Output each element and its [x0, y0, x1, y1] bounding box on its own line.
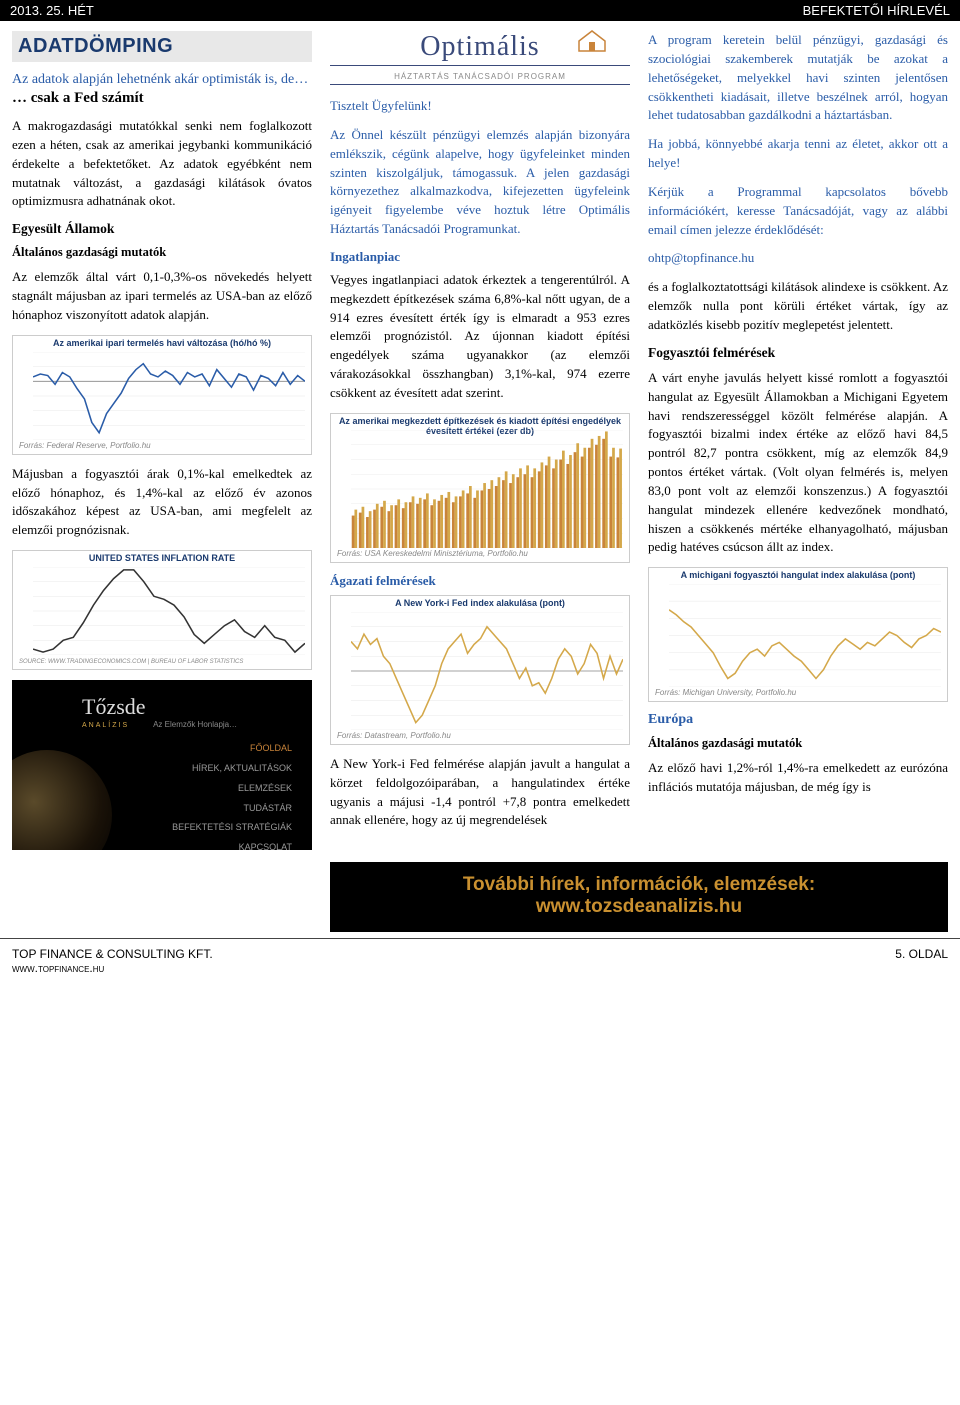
chart-title: UNITED STATES INFLATION RATE [13, 551, 311, 565]
column-right: A program keretein belül pénzügyi, gazda… [648, 31, 948, 850]
banner-line: További hírek, információk, elemzések: [330, 874, 948, 896]
chart-source: Forrás: USA Kereskedelmi Minisztériuma, … [335, 547, 530, 560]
footer-company: TOP FINANCE & CONSULTING KFT. [12, 947, 213, 961]
contact-email: ohtp@topfinance.hu [648, 249, 948, 268]
footer-page: 5. OLDAL [895, 947, 948, 975]
heading-general: Általános gazdasági mutatók [12, 245, 312, 260]
house-icon [575, 27, 609, 53]
article-kicker: Az adatok alapján lehetnénk akár optimis… [12, 72, 312, 88]
issue-label: 2013. 25. HÉT [10, 3, 94, 18]
heading-general: Általános gazdasági mutatók [648, 736, 948, 751]
chart-michigan: A michigani fogyasztói hangulat index al… [648, 567, 948, 702]
chart-source: SOURCE: WWW.TRADINGECONOMICS.COM | BUREA… [17, 657, 245, 667]
chart-construction: Az amerikai megkezdett építkezések és ki… [330, 413, 630, 563]
body-paragraph: Az előző havi 1,2%-ról 1,4%-ra emelkedet… [648, 759, 948, 797]
section-title: ADATDÖMPING [12, 31, 312, 62]
chart-source: Forrás: Michigan University, Portfolio.h… [653, 686, 798, 699]
chart-ny-fed: A New York-i Fed index alakulása (pont) … [330, 595, 630, 745]
chart-source: Forrás: Federal Reserve, Portfolio.hu [17, 439, 153, 452]
logo-text: Optimális [420, 31, 539, 62]
body-paragraph: A várt enyhe javulás helyett kissé romlo… [648, 369, 948, 557]
footer: TOP FINANCE & CONSULTING KFT. www.topfin… [0, 938, 960, 985]
body-paragraph: és a foglalkoztatottsági kilátások alind… [648, 278, 948, 335]
body-paragraph: Kérjük a Programmal kapcsolatos bővebb i… [648, 183, 948, 240]
footer-url: www.topfinance.hu [12, 961, 104, 975]
greeting: Tisztelt Ügyfelünk! [330, 97, 630, 116]
body-paragraph: A makrogazdasági mutatókkal senki nem fo… [12, 117, 312, 211]
body-paragraph: Vegyes ingatlanpiaci adatok érkeztek a t… [330, 271, 630, 403]
heading-europa: Európa [648, 712, 948, 728]
heading-usa: Egyesült Államok [12, 221, 312, 237]
optimalis-logo: Optimális HÁZTARTÁS TANÁCSADÓI PROGRAM [330, 31, 630, 85]
chart-inflation: UNITED STATES INFLATION RATE SOURCE: WWW… [12, 550, 312, 670]
promo-sub: ANALÍZIS Az Elemzők Honlapja… [12, 720, 312, 729]
banner-url: www.tozsdeanalizis.hu [330, 896, 948, 918]
footer-left: TOP FINANCE & CONSULTING KFT. www.topfin… [12, 947, 213, 975]
column-middle: Optimális HÁZTARTÁS TANÁCSADÓI PROGRAM T… [330, 31, 630, 850]
heading-fogyaszto: Fogyasztói felmérések [648, 345, 948, 361]
chart-title: A michigani fogyasztói hangulat index al… [649, 568, 947, 582]
promo-tozsde: Tőzsde ANALÍZIS Az Elemzők Honlapja… FŐO… [12, 680, 312, 850]
body-paragraph: Az elemzők által várt 0,1-0,3%-os növeke… [12, 268, 312, 325]
heading-ingatlan: Ingatlanpiac [330, 249, 630, 265]
chart-title: A New York-i Fed index alakulása (pont) [331, 596, 629, 610]
promo-title: Tőzsde [12, 680, 312, 720]
body-paragraph: Ha jobbá, könnyebbé akarja tenni az élet… [648, 135, 948, 173]
body-paragraph: A program keretein belül pénzügyi, gazda… [648, 31, 948, 125]
body-paragraph: Májusban a fogyasztói árak 0,1%-kal emel… [12, 465, 312, 540]
chart-industrial-production: Az amerikai ipari termelés havi változás… [12, 335, 312, 455]
body-paragraph: A New York-i Fed felmérése alapján javul… [330, 755, 630, 830]
heading-agazat: Ágazati felmérések [330, 573, 630, 589]
column-left: ADATDÖMPING Az adatok alapján lehetnénk … [12, 31, 312, 850]
top-bar: 2013. 25. HÉT BEFEKTETŐI HÍRLEVÉL [0, 0, 960, 21]
chart-source: Forrás: Datastream, Portfolio.hu [335, 729, 453, 742]
bottom-banner: További hírek, információk, elemzések: w… [330, 862, 948, 932]
chart-title: Az amerikai ipari termelés havi változás… [13, 336, 311, 350]
newsletter-label: BEFEKTETŐI HÍRLEVÉL [803, 3, 950, 18]
body-paragraph: Az Önnel készült pénzügyi elemzés alapjá… [330, 126, 630, 239]
article-headline: … csak a Fed számít [12, 90, 312, 107]
main-content: ADATDÖMPING Az adatok alapján lehetnénk … [0, 21, 960, 850]
logo-subtitle: HÁZTARTÁS TANÁCSADÓI PROGRAM [394, 72, 566, 81]
